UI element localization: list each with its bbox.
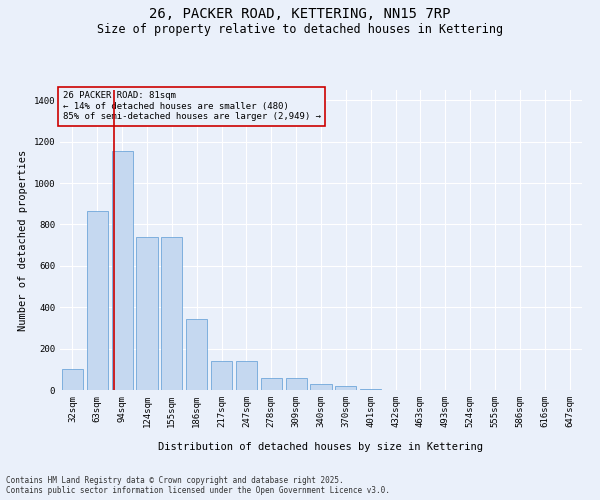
Bar	[236, 361, 257, 390]
Text: Size of property relative to detached houses in Kettering: Size of property relative to detached ho…	[97, 22, 503, 36]
Bar	[186, 318, 207, 390]
Y-axis label: Number of detached properties: Number of detached properties	[18, 150, 28, 330]
Bar	[112, 151, 133, 390]
Text: Distribution of detached houses by size in Kettering: Distribution of detached houses by size …	[158, 442, 484, 452]
Bar	[335, 386, 356, 390]
Bar	[310, 384, 332, 390]
Bar	[286, 378, 307, 390]
Bar	[87, 211, 108, 390]
Bar	[62, 370, 83, 390]
Bar	[261, 378, 282, 390]
Text: Contains HM Land Registry data © Crown copyright and database right 2025.
Contai: Contains HM Land Registry data © Crown c…	[6, 476, 390, 495]
Bar	[211, 361, 232, 390]
Bar	[161, 237, 182, 390]
Bar	[136, 237, 158, 390]
Text: 26, PACKER ROAD, KETTERING, NN15 7RP: 26, PACKER ROAD, KETTERING, NN15 7RP	[149, 8, 451, 22]
Bar	[360, 388, 381, 390]
Text: 26 PACKER ROAD: 81sqm
← 14% of detached houses are smaller (480)
85% of semi-det: 26 PACKER ROAD: 81sqm ← 14% of detached …	[62, 92, 320, 122]
